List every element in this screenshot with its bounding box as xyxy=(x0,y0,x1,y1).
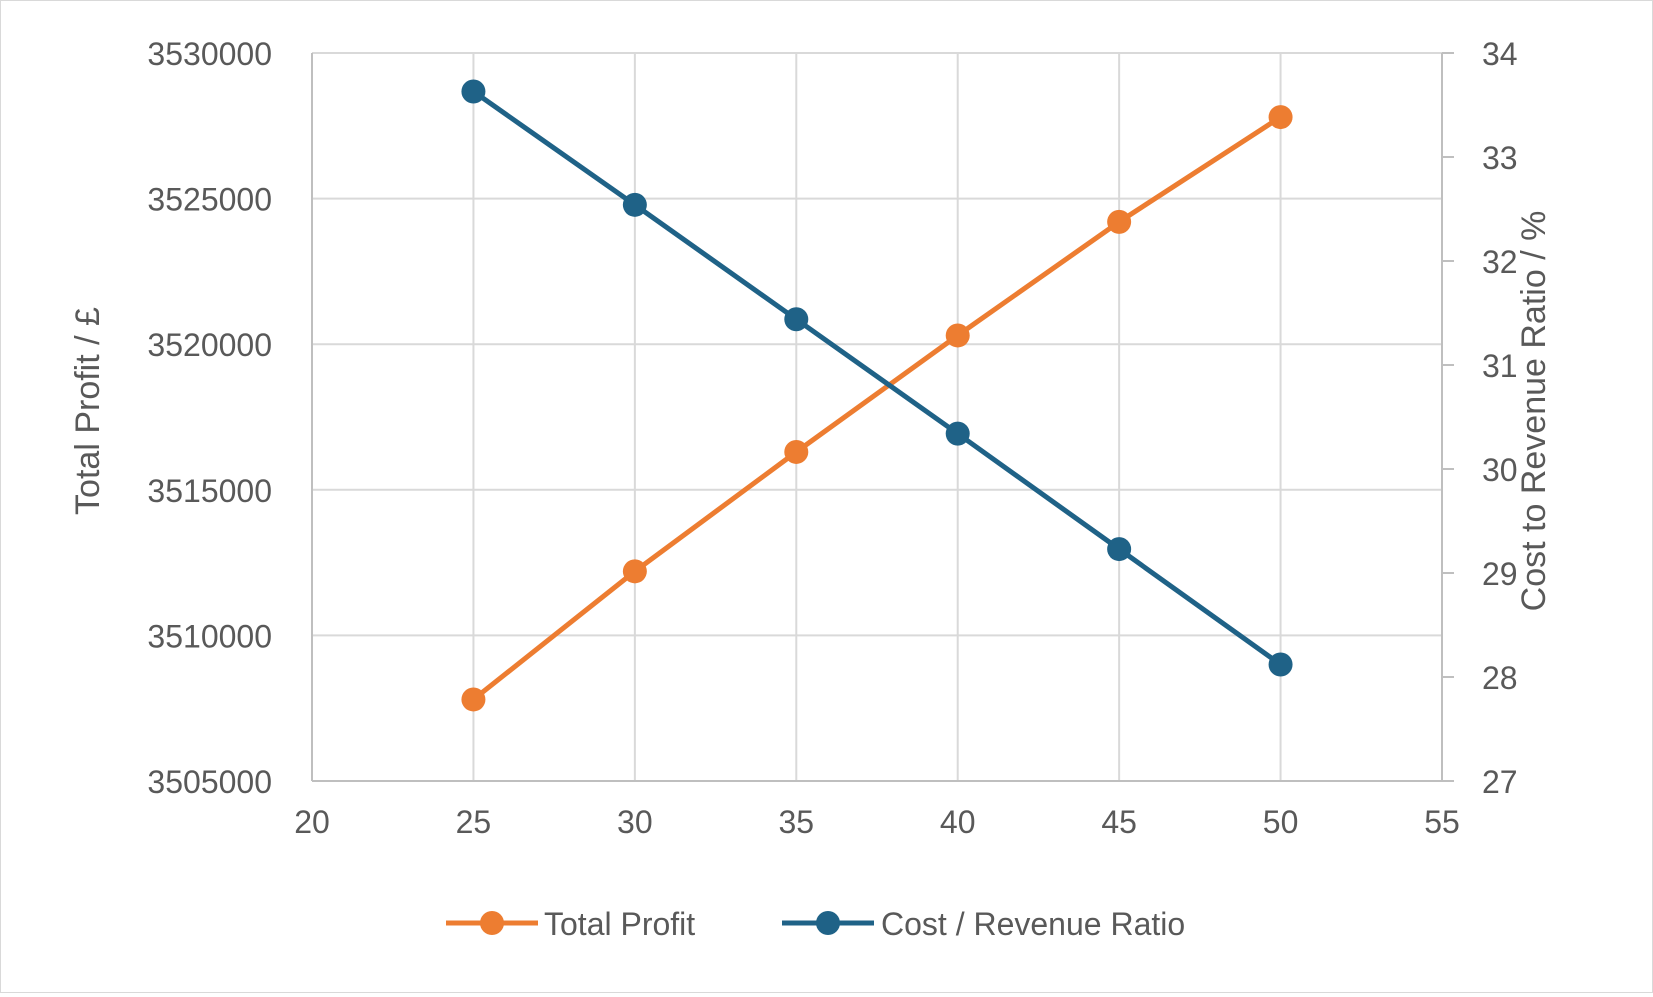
x-tick-label: 45 xyxy=(1101,804,1137,840)
total-profit-line xyxy=(471,114,1282,702)
total-profit-point xyxy=(784,439,809,464)
y2-tick-label: 34 xyxy=(1482,36,1518,72)
total-profit-point xyxy=(622,559,647,584)
y2-axis-title: Cost to Revenue Ratio / % xyxy=(1515,211,1553,612)
x-tick-label: 35 xyxy=(778,804,814,840)
cost-revenue-ratio-point xyxy=(1107,537,1132,562)
x-tick-label: 30 xyxy=(617,804,653,840)
y-tick-label: 3525000 xyxy=(147,182,272,218)
y2-tick-label: 29 xyxy=(1482,556,1518,592)
y2-tick-label: 32 xyxy=(1482,244,1518,280)
y-tick-label: 3510000 xyxy=(147,618,272,654)
total-profit-point xyxy=(945,323,970,348)
cost-revenue-ratio-point xyxy=(945,421,970,446)
x-tick-label: 55 xyxy=(1424,804,1460,840)
x-tick-label: 25 xyxy=(456,804,492,840)
x-tick-label: 20 xyxy=(294,804,330,840)
legend-swatch-marker xyxy=(816,911,840,935)
y2-tick-label: 30 xyxy=(1482,452,1518,488)
legend-swatch-marker xyxy=(480,911,504,935)
cost-revenue-ratio-line xyxy=(471,89,1283,667)
axes xyxy=(311,52,1454,782)
y-axis-title: Total Profit / £ xyxy=(69,307,107,515)
series xyxy=(461,79,1293,712)
total-profit-point xyxy=(1107,209,1132,234)
y2-tick-label: 33 xyxy=(1482,140,1518,176)
cost-revenue-ratio-point xyxy=(1268,652,1293,677)
legend-label: Cost / Revenue Ratio xyxy=(881,906,1185,942)
y2-tick-label: 31 xyxy=(1482,348,1518,384)
legend: Total Profit Cost / Revenue Ratio xyxy=(446,906,1185,942)
x-tick-label: 50 xyxy=(1263,804,1299,840)
y-tick-label: 3515000 xyxy=(147,473,272,509)
y2-tick-label: 28 xyxy=(1482,660,1518,696)
y-tick-label: 3520000 xyxy=(147,327,272,363)
legend-label: Total Profit xyxy=(544,906,695,942)
y2-tick-label: 27 xyxy=(1482,764,1518,800)
legend-item-total-profit: Total Profit xyxy=(446,906,695,942)
legend-item-cost-revenue-ratio: Cost / Revenue Ratio xyxy=(782,906,1185,942)
y-tick-label: 3530000 xyxy=(147,36,272,72)
cost-revenue-ratio-point xyxy=(622,192,647,217)
total-profit-point xyxy=(461,687,486,712)
x-tick-label: 40 xyxy=(940,804,976,840)
tick-labels: 3530000 3525000 3520000 3515000 3510000 35050… xyxy=(147,36,1517,840)
total-profit-point xyxy=(1268,105,1293,130)
cost-revenue-ratio-point xyxy=(784,307,809,332)
cost-revenue-ratio-point xyxy=(461,79,486,104)
y-tick-label: 3505000 xyxy=(147,764,272,800)
